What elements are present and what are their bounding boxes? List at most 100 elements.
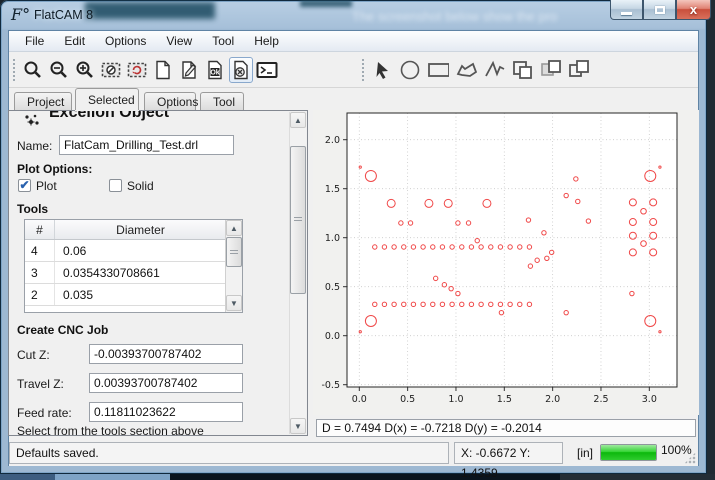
title-bar[interactable]: The screenshot below show the pro F° Fla… bbox=[0, 0, 711, 30]
panel-scrollbar[interactable]: ▲ ▼ bbox=[289, 112, 306, 434]
tool-number: 2 bbox=[25, 284, 55, 305]
scroll-down-button[interactable]: ▼ bbox=[226, 295, 242, 311]
menu-tool[interactable]: Tool bbox=[212, 34, 235, 48]
pointer-icon[interactable] bbox=[370, 57, 394, 83]
replot-icon[interactable] bbox=[125, 57, 149, 83]
draw-polygon-icon[interactable] bbox=[454, 57, 478, 83]
file-new-icon[interactable] bbox=[151, 57, 175, 83]
feed-rate-label: Feed rate: bbox=[17, 406, 72, 420]
close-button[interactable]: x bbox=[676, 0, 711, 20]
menu-file[interactable]: File bbox=[25, 34, 45, 48]
scrollbar-thumb[interactable] bbox=[290, 146, 306, 294]
cut-z-input[interactable]: -0.00393700787402 bbox=[89, 344, 243, 364]
svg-text:1.0: 1.0 bbox=[448, 394, 463, 405]
solid-checkbox[interactable] bbox=[109, 179, 122, 192]
selected-object-panel: Excellon Object Name: FlatCam_Drilling_T… bbox=[8, 110, 308, 436]
window-title: FlatCAM 8 bbox=[34, 8, 94, 22]
scrollbar-thumb[interactable] bbox=[226, 237, 242, 267]
cursor-coordinates: X: -0.6672 Y: 1.4359 bbox=[454, 442, 563, 480]
name-label: Name: bbox=[17, 139, 53, 153]
toolbar-drag-handle[interactable] bbox=[361, 58, 366, 82]
column-header-number[interactable]: # bbox=[25, 220, 55, 239]
svg-text:0.0: 0.0 bbox=[325, 331, 340, 342]
menu-edit[interactable]: Edit bbox=[64, 34, 86, 48]
check-icon: ✔ bbox=[19, 177, 30, 192]
name-input[interactable]: FlatCam_Drilling_Test.drl bbox=[59, 135, 234, 155]
shell-icon[interactable] bbox=[255, 57, 279, 83]
tools-label: Tools bbox=[17, 202, 49, 216]
tools-table-header: # Diameter bbox=[25, 220, 226, 240]
toolbar-drag-handle[interactable] bbox=[12, 58, 17, 82]
svg-text:1.0: 1.0 bbox=[325, 233, 340, 244]
create-cnc-job-label: Create CNC Job bbox=[17, 323, 109, 337]
tab-project[interactable]: Project bbox=[14, 92, 72, 110]
aero-glass-bleed bbox=[300, 0, 352, 7]
aero-glass-bleed bbox=[85, 2, 215, 19]
solid-checkbox-label[interactable]: Solid bbox=[127, 179, 154, 193]
plot-canvas[interactable]: 0.0 0.5 1.0 1.5 2.0 2.5 3.0 -0.5 0.0 0.5 1.0 1.5 2.0 bbox=[313, 110, 699, 415]
status-bar: Defaults saved. X: -0.6672 Y: 1.4359 [in… bbox=[9, 440, 698, 480]
plot-checkbox[interactable]: ✔ bbox=[18, 179, 31, 192]
file-ok-icon[interactable]: Ok bbox=[203, 57, 227, 83]
shape-union-icon[interactable] bbox=[510, 57, 534, 83]
desktop-background-right bbox=[707, 0, 715, 480]
minimize-button[interactable] bbox=[610, 0, 643, 20]
scroll-up-button[interactable]: ▲ bbox=[290, 112, 306, 128]
column-header-diameter[interactable]: Diameter bbox=[116, 223, 165, 237]
status-message: Defaults saved. bbox=[9, 442, 449, 464]
minimize-icon bbox=[621, 11, 632, 15]
tab-tool[interactable]: Tool bbox=[200, 92, 244, 110]
svg-text:Ok: Ok bbox=[210, 70, 219, 77]
menu-bar: File Edit Options View Tool Help bbox=[9, 31, 698, 52]
units-indicator: [in] bbox=[577, 446, 594, 460]
clear-plot-icon[interactable] bbox=[99, 57, 123, 83]
tool-diameter: 0.06 bbox=[63, 244, 87, 258]
distance-readout: D = 0.7494 D(x) = -0.7218 D(y) = -0.2014 bbox=[316, 419, 696, 437]
tools-hint-text: Select from the tools section above bbox=[17, 424, 204, 436]
delete-object-icon[interactable] bbox=[229, 57, 253, 83]
svg-text:1.5: 1.5 bbox=[325, 184, 340, 195]
scroll-up-button[interactable]: ▲ bbox=[226, 220, 242, 236]
table-scrollbar[interactable]: ▲ ▼ bbox=[225, 220, 242, 312]
desktop-background-bottom bbox=[0, 474, 715, 480]
menu-help[interactable]: Help bbox=[254, 34, 279, 48]
excellon-object-icon bbox=[25, 114, 39, 126]
svg-text:0.5: 0.5 bbox=[400, 394, 415, 405]
tab-selected[interactable]: Selected bbox=[75, 88, 139, 110]
shape-subtract-icon[interactable] bbox=[566, 57, 590, 83]
tab-options[interactable]: Options bbox=[144, 92, 198, 110]
panel-title: Excellon Object bbox=[49, 110, 170, 121]
scroll-down-button[interactable]: ▼ bbox=[290, 418, 306, 434]
svg-text:-0.5: -0.5 bbox=[321, 380, 340, 391]
svg-text:3.0: 3.0 bbox=[642, 394, 657, 405]
zoom-out-icon[interactable] bbox=[47, 57, 71, 83]
close-icon: x bbox=[689, 1, 698, 17]
file-edit-icon[interactable] bbox=[177, 57, 201, 83]
shape-intersect-icon[interactable] bbox=[538, 57, 562, 83]
travel-z-input[interactable]: 0.00393700787402 bbox=[89, 373, 243, 393]
maximize-icon bbox=[654, 5, 665, 14]
menu-options[interactable]: Options bbox=[105, 34, 147, 48]
zoom-fit-icon[interactable] bbox=[21, 57, 45, 83]
svg-text:2.5: 2.5 bbox=[593, 394, 608, 405]
draw-rectangle-icon[interactable] bbox=[426, 57, 450, 83]
draw-path-icon[interactable] bbox=[482, 57, 506, 83]
table-row[interactable]: 2 0.035 bbox=[25, 284, 226, 306]
svg-text:2.0: 2.0 bbox=[545, 394, 560, 405]
table-row[interactable]: 3 0.0354330708661 bbox=[25, 262, 226, 284]
plot-checkbox-label[interactable]: Plot bbox=[36, 179, 57, 193]
svg-text:1.5: 1.5 bbox=[497, 394, 512, 405]
zoom-in-icon[interactable] bbox=[73, 57, 97, 83]
aero-glass-bleed-text: The screenshot below show the pro bbox=[352, 9, 558, 24]
draw-circle-icon[interactable] bbox=[398, 57, 422, 83]
progress-bar bbox=[600, 444, 657, 461]
thumb-grip bbox=[294, 217, 302, 223]
tab-bar: Project Selected Options Tool bbox=[9, 88, 698, 110]
menu-view[interactable]: View bbox=[166, 34, 193, 48]
travel-z-label: Travel Z: bbox=[17, 377, 64, 391]
svg-text:2.0: 2.0 bbox=[325, 135, 340, 146]
table-row[interactable]: 4 0.06 bbox=[25, 240, 226, 262]
feed-rate-input[interactable]: 0.11811023622 bbox=[89, 402, 243, 422]
maximize-button[interactable] bbox=[643, 0, 676, 20]
tool-number: 3 bbox=[25, 262, 55, 283]
